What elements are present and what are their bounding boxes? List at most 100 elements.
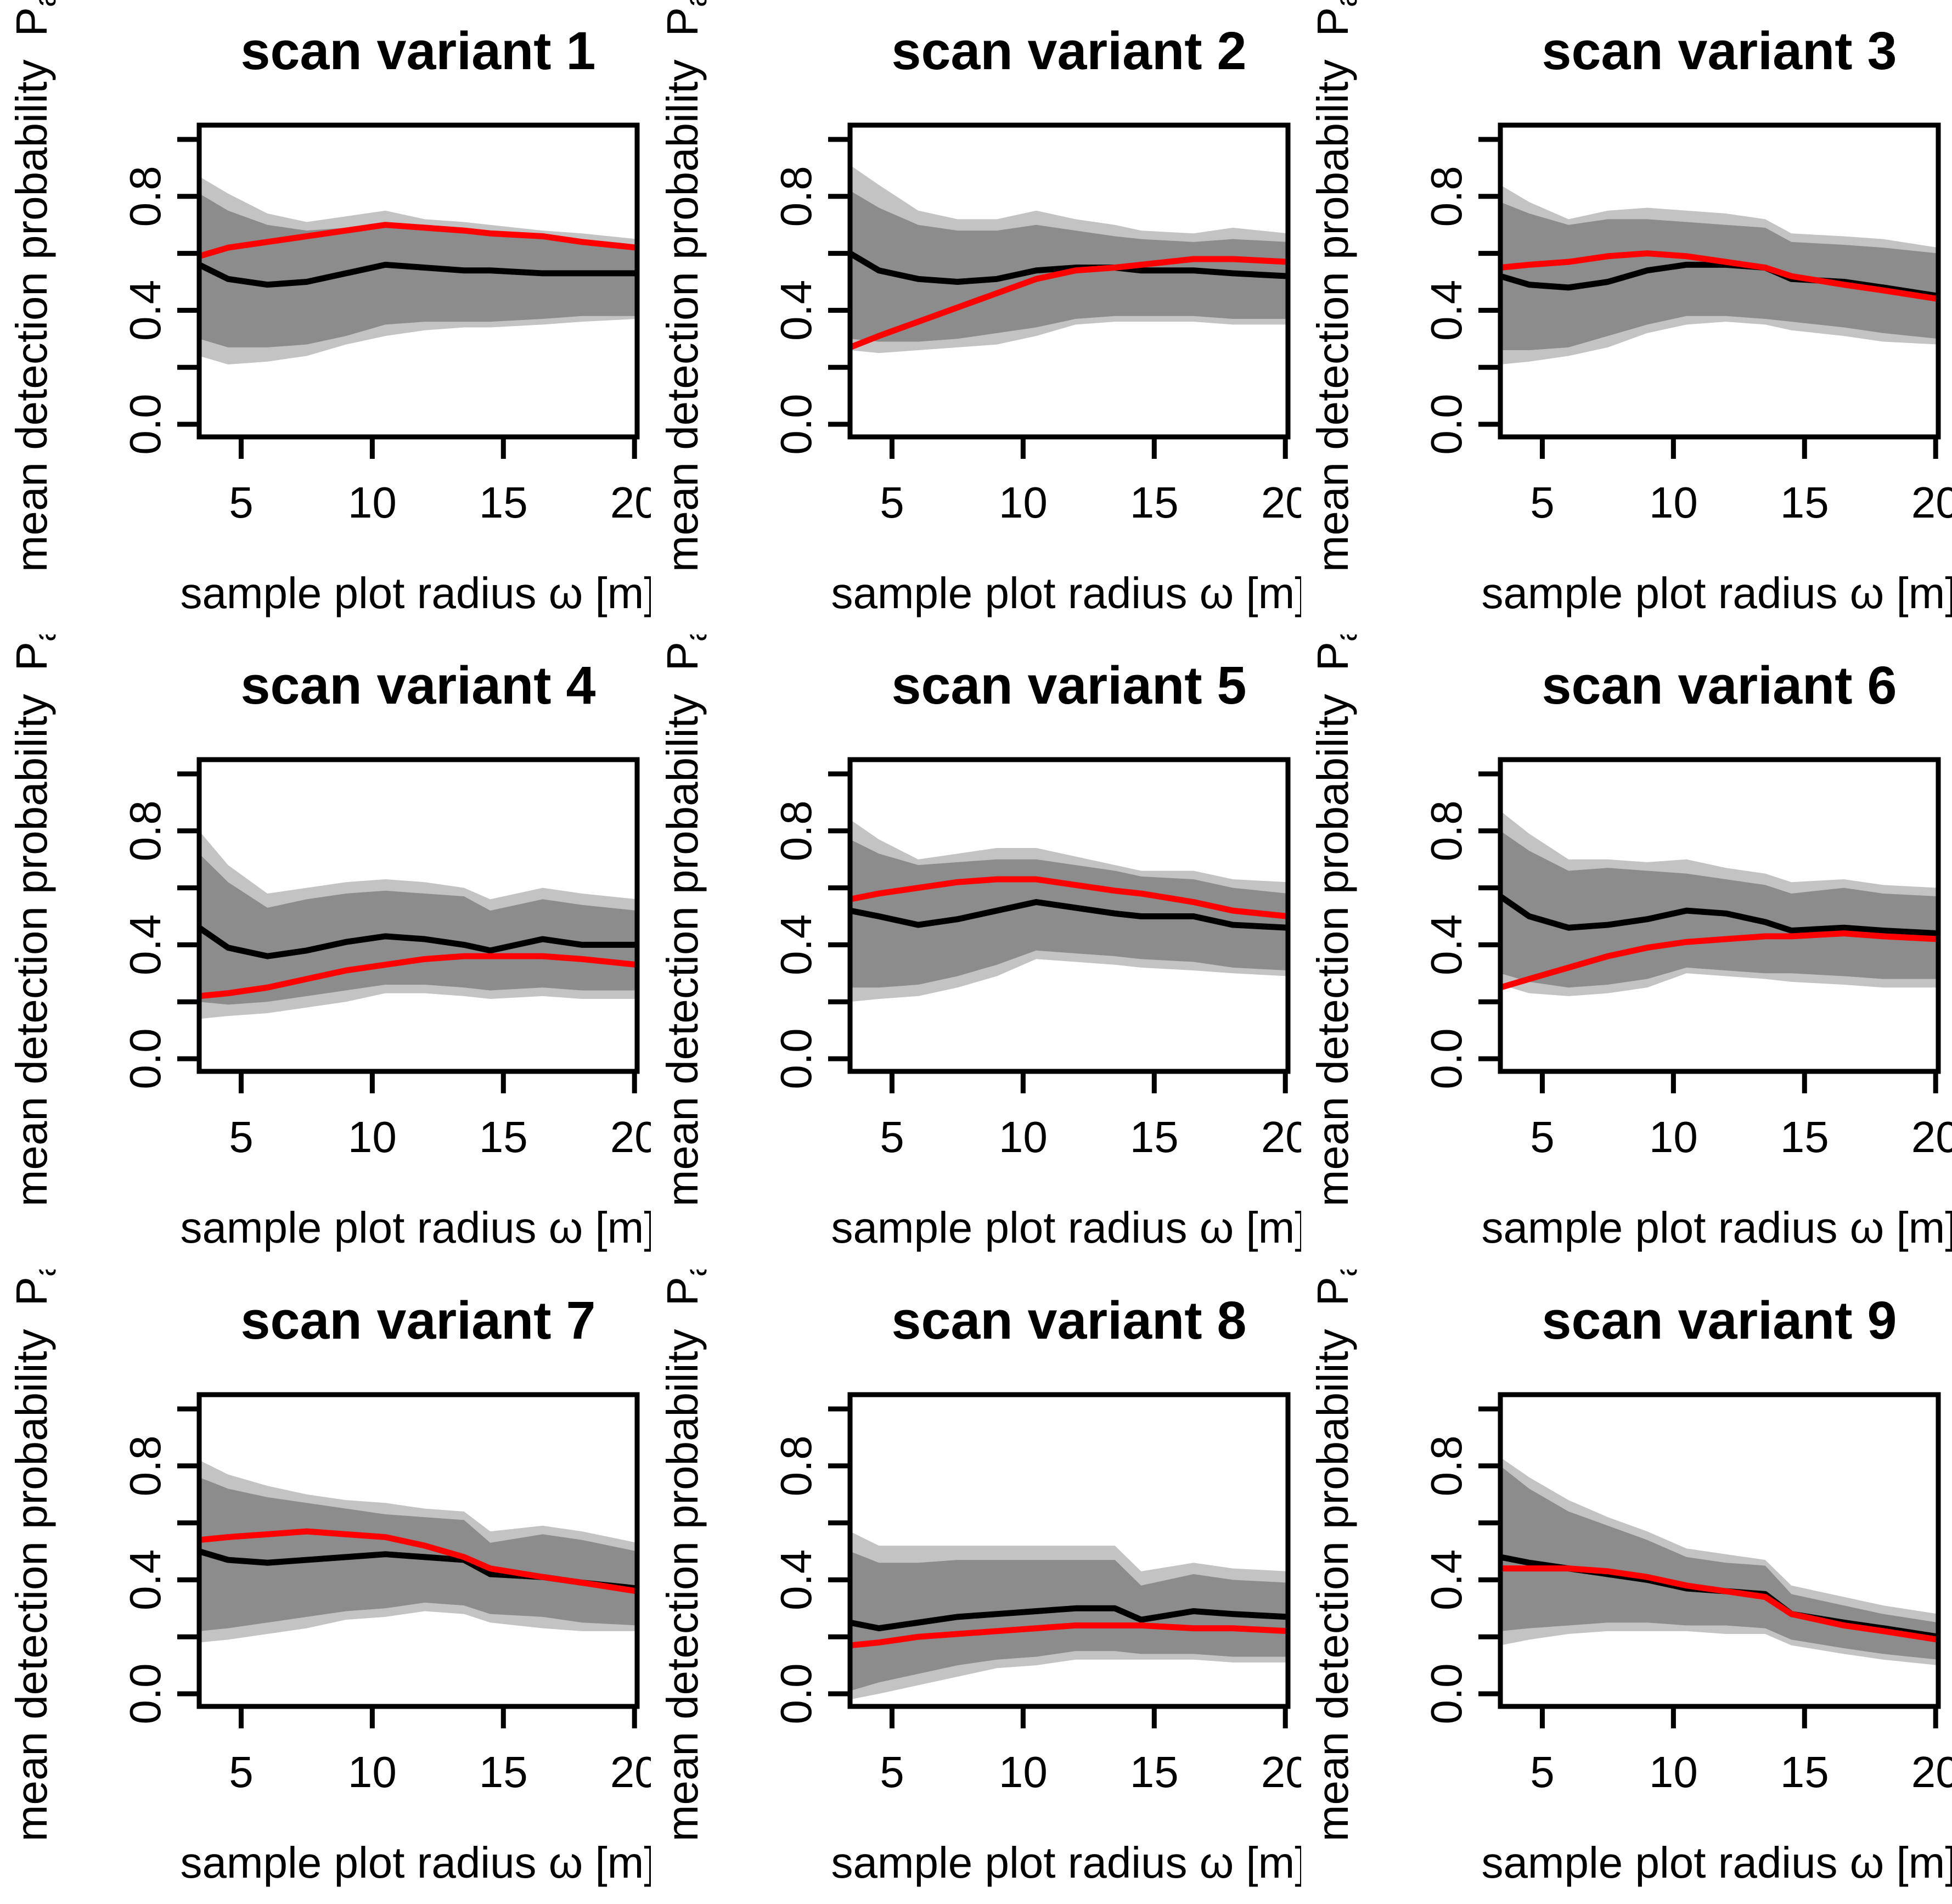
y-tick-label: 0.4	[772, 280, 820, 341]
y-axis-symbol-subscript: a	[27, 0, 62, 7]
panel-plot-7: 5 10 15 20 0.0 0.4 0.8 scan variant 7 sample plo…	[7, 1270, 651, 1887]
x-tick-label: 15	[1129, 1748, 1178, 1796]
x-tick-label: 10	[1649, 478, 1698, 527]
plot-area	[1500, 185, 1939, 365]
line-red	[1500, 930, 1939, 991]
y-axis-label: mean detection probability Pa	[1308, 634, 1363, 1206]
y-tick-label: 0.8	[772, 166, 820, 227]
plot-box	[1498, 122, 1941, 440]
y-axis-label: mean detection probability Pa	[658, 1270, 713, 1841]
line-black	[199, 925, 637, 959]
y-tick-label: 0.0	[121, 394, 170, 454]
x-tick-label: 15	[1129, 1113, 1178, 1161]
panel-plot-8: 5 10 15 20 0.0 0.4 0.8 scan variant 8 sample plo…	[658, 1270, 1302, 1887]
x-tick-label: 5	[229, 1748, 253, 1796]
y-tick-label: 0.8	[1422, 1435, 1471, 1496]
plot-box	[196, 757, 640, 1074]
y-axis-label-text: mean detection probability	[1308, 694, 1357, 1207]
plot-box	[847, 122, 1291, 440]
line-red	[199, 1528, 637, 1594]
line-red	[850, 256, 1288, 351]
x-tick-label: 10	[999, 478, 1048, 527]
y-axis-symbol: P	[7, 642, 56, 671]
x-tick-label: 10	[999, 1113, 1048, 1161]
x-axis-label: sample plot radius ω [m]	[831, 1838, 1301, 1887]
x-tick-label: 15	[479, 478, 528, 527]
panel-title: scan variant 7	[241, 1290, 596, 1350]
panel-scan-variant-4: 5 10 15 20 0.0 0.4 0.8 scan variant 4 sample plo…	[0, 634, 651, 1269]
y-tick-label: 0.8	[121, 166, 170, 227]
plot-box	[196, 122, 640, 440]
x-tick-label: 5	[1531, 478, 1555, 527]
panel-plot-6: 5 10 15 20 0.0 0.4 0.8 scan variant 6 sample plo…	[1308, 634, 1952, 1252]
panel-scan-variant-8: 5 10 15 20 0.0 0.4 0.8 scan variant 8 sample plo…	[651, 1270, 1302, 1904]
band-inner	[1500, 202, 1939, 351]
y-axis-symbol-subscript: a	[1329, 0, 1363, 7]
band-inner	[1500, 831, 1939, 988]
x-axis-label: sample plot radius ω [m]	[1482, 1838, 1952, 1887]
y-axis-label-text: mean detection probability	[658, 1329, 707, 1841]
plot-box	[196, 1392, 640, 1709]
y-tick-label: 0.4	[772, 914, 820, 975]
x-tick-label: 10	[348, 1748, 397, 1796]
panel-scan-variant-3: 5 10 15 20 0.0 0.4 0.8 scan variant 3 sample plo…	[1301, 0, 1952, 634]
x-tick-label: 20	[610, 478, 651, 527]
y-tick-label: 0.4	[121, 914, 170, 975]
x-tick-label: 10	[348, 478, 397, 527]
x-tick-label: 20	[1911, 1113, 1952, 1161]
y-tick-label: 0.8	[121, 1435, 170, 1496]
plot-box	[847, 757, 1291, 1074]
y-axis-label-text: mean detection probability	[7, 59, 56, 572]
band-inner	[199, 193, 637, 347]
y-tick-label: 0.8	[1422, 801, 1471, 862]
line-black	[850, 1605, 1288, 1631]
y-axis-label: mean detection probability Pa	[7, 0, 62, 572]
y-axis-symbol: P	[1308, 642, 1357, 671]
panel-plot-9: 5 10 15 20 0.0 0.4 0.8 scan variant 9 sample plo…	[1308, 1270, 1952, 1887]
y-tick-label: 0.0	[1422, 1029, 1471, 1089]
x-tick-label: 20	[610, 1113, 651, 1161]
x-tick-label: 5	[880, 478, 904, 527]
x-tick-label: 15	[1780, 1113, 1829, 1161]
y-axis-symbol: P	[7, 7, 56, 36]
line-red	[850, 876, 1288, 920]
panel-title: scan variant 4	[241, 655, 596, 715]
plot-area	[199, 831, 637, 1019]
panel-plot-3: 5 10 15 20 0.0 0.4 0.8 scan variant 3 sample plo…	[1308, 0, 1952, 617]
y-axis-label-text: mean detection probability	[1308, 1329, 1357, 1841]
y-axis-symbol-subscript: a	[1329, 1270, 1363, 1277]
band-inner	[1500, 1465, 1939, 1660]
x-tick-label: 5	[1531, 1113, 1555, 1161]
plot-area	[1500, 1457, 1939, 1665]
y-tick-label: 0.8	[1422, 166, 1471, 227]
x-axis-label: sample plot radius ω [m]	[831, 1203, 1301, 1252]
y-axis-label: mean detection probability Pa	[658, 634, 713, 1206]
y-tick-label: 0.8	[121, 801, 170, 862]
x-axis-label: sample plot radius ω [m]	[180, 1203, 650, 1252]
x-axis-label: sample plot radius ω [m]	[180, 1838, 650, 1887]
y-tick-label: 0.4	[121, 280, 170, 341]
x-tick-label: 5	[1531, 1748, 1555, 1796]
panel-plot-5: 5 10 15 20 0.0 0.4 0.8 scan variant 5 sample plo…	[658, 634, 1302, 1252]
band-inner	[850, 1551, 1288, 1691]
line-red	[199, 953, 637, 999]
x-tick-label: 20	[1911, 478, 1952, 527]
x-tick-label: 15	[479, 1113, 528, 1161]
y-tick-label: 0.8	[772, 1435, 820, 1496]
x-tick-label: 15	[1129, 478, 1178, 527]
x-tick-label: 10	[1649, 1748, 1698, 1796]
y-tick-label: 0.0	[772, 1029, 820, 1089]
x-tick-label: 10	[999, 1748, 1048, 1796]
y-tick-label: 0.0	[121, 1663, 170, 1724]
line-red	[199, 222, 637, 260]
panel-title: scan variant 1	[241, 21, 596, 81]
y-axis-label: mean detection probability Pa	[1308, 0, 1363, 572]
y-axis-symbol: P	[658, 7, 707, 36]
y-tick-label: 0.0	[1422, 394, 1471, 454]
plot-area	[850, 1531, 1288, 1700]
line-black	[199, 261, 637, 288]
plot-area	[850, 819, 1288, 1002]
y-axis-symbol: P	[1308, 1277, 1357, 1306]
panel-scan-variant-2: 5 10 15 20 0.0 0.4 0.8 scan variant 2 sample plo…	[651, 0, 1302, 634]
